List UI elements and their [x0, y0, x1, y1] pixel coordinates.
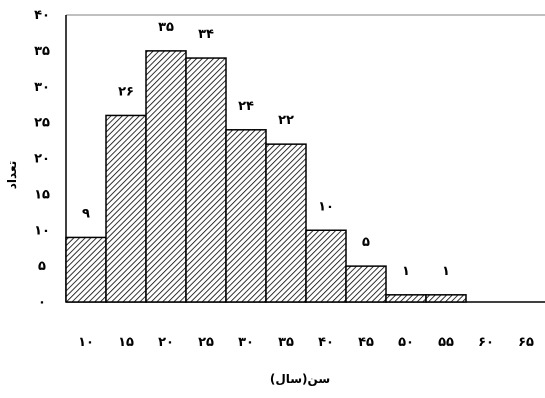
bar-5	[265, 143, 307, 303]
bar-3	[185, 57, 227, 303]
data-label-6: ۱۰	[318, 199, 334, 214]
x-tick-label-6: ۴۰	[318, 335, 334, 350]
x-tick-label-9: ۵۵	[438, 335, 454, 350]
x-axis-title: سن(سال)	[270, 372, 330, 386]
y-tick-label-0: ۰	[38, 295, 46, 310]
data-label-9: ۱	[442, 264, 450, 279]
x-tick-labels: ۱۰ ۱۵ ۲۰ ۲۵ ۳۰ ۳۵ ۴۰ ۴۵ ۵۰ ۵۵ ۶۰ ۶۵	[78, 335, 534, 350]
data-label-4: ۲۴	[238, 99, 254, 114]
data-label-3: ۳۴	[198, 27, 214, 42]
y-tick-label-3: ۱۵	[34, 187, 50, 202]
x-tick-label-4: ۳۰	[238, 335, 254, 350]
bar-8	[385, 294, 427, 303]
y-axis-title: تعداد	[5, 161, 19, 189]
y-tick-label-5: ۲۵	[34, 116, 50, 131]
x-tick-label-1: ۱۵	[118, 335, 134, 350]
data-label-0: ۹	[82, 206, 90, 221]
data-label-7: ۵	[362, 235, 370, 250]
data-label-8: ۱	[402, 264, 410, 279]
data-label-2: ۳۵	[158, 20, 174, 35]
y-tick-label-1: ۵	[38, 259, 46, 274]
bar-6	[305, 229, 347, 303]
y-tick-label-2: ۱۰	[34, 223, 50, 238]
data-label-1: ۲۶	[118, 84, 134, 99]
x-tick-label-8: ۵۰	[398, 335, 414, 350]
bar-7	[345, 265, 387, 303]
x-tick-label-11: ۶۵	[518, 335, 534, 350]
x-tick-label-10: ۶۰	[478, 335, 494, 350]
y-tick-label-7: ۳۵	[34, 44, 50, 59]
y-tick-label-8: ۴۰	[34, 8, 50, 23]
bar-2	[145, 50, 187, 303]
x-tick-label-7: ۴۵	[358, 335, 374, 350]
x-tick-label-3: ۲۵	[198, 335, 214, 350]
bar-4	[225, 129, 267, 303]
bar-0	[65, 236, 107, 303]
y-tick-label-4: ۲۰	[34, 152, 50, 167]
y-tick-labels: ۰ ۵ ۱۰ ۱۵ ۲۰ ۲۵ ۳۰ ۳۵ ۴۰	[34, 8, 50, 310]
data-label-5: ۲۲	[278, 113, 294, 128]
y-tick-label-6: ۳۰	[34, 80, 50, 95]
x-tick-label-2: ۲۰	[158, 335, 174, 350]
x-tick-label-0: ۱۰	[78, 335, 94, 350]
bars-group	[65, 50, 467, 303]
bar-1	[105, 114, 147, 303]
bar-9	[425, 294, 467, 303]
x-tick-label-5: ۳۵	[278, 335, 294, 350]
data-labels-group: ۹ ۲۶ ۳۵ ۳۴ ۲۴ ۲۲ ۱۰ ۵ ۱ ۱	[82, 20, 450, 279]
